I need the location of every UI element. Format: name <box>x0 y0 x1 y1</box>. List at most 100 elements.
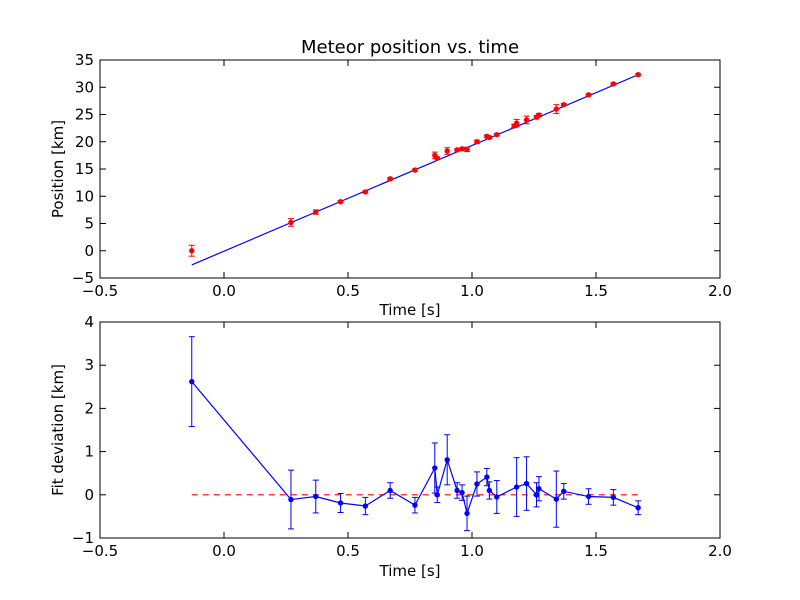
deviation-point <box>411 496 418 514</box>
deviation-point <box>431 442 438 494</box>
bottom-y-tick-label: 0 <box>84 486 94 504</box>
position-point-marker <box>454 147 460 153</box>
position-point <box>473 139 480 145</box>
top-x-tick-label: 1.0 <box>460 282 484 300</box>
position-point <box>337 199 344 205</box>
deviation-point <box>635 500 642 516</box>
top-x-tick-label: 0.5 <box>336 282 360 300</box>
position-point-marker <box>362 189 369 195</box>
bottom-y-tick-label: 4 <box>84 313 94 331</box>
position-point <box>635 72 642 78</box>
position-point <box>444 147 451 155</box>
deviation-point-marker <box>434 492 440 498</box>
top-y-tick-label: 20 <box>75 133 94 151</box>
deviation-point <box>486 481 493 500</box>
deviation-point <box>493 480 500 514</box>
top-x-tick-label: 2.0 <box>708 282 732 300</box>
position-point-marker <box>434 155 440 161</box>
deviation-point <box>387 482 394 499</box>
deviation-point-marker <box>444 457 450 463</box>
deviation-point <box>535 476 542 502</box>
deviation-point-marker <box>464 510 470 517</box>
position-point <box>493 131 500 138</box>
position-point-marker <box>337 199 344 205</box>
deviation-point <box>188 336 195 428</box>
top-x-axis-label: Time [s] <box>379 301 441 319</box>
bottom-y-tick-label: −1 <box>72 529 94 547</box>
position-point-marker <box>610 81 617 87</box>
top-y-tick-label: 30 <box>75 78 94 96</box>
position-point-marker <box>494 131 500 138</box>
deviation-point-marker <box>484 474 490 480</box>
position-point <box>523 115 530 125</box>
position-point-marker <box>288 219 294 226</box>
bottom-x-tick-label: 0.0 <box>212 542 236 560</box>
position-point-marker <box>412 167 418 173</box>
top-chart-marks <box>188 72 642 266</box>
bottom-plot-frame <box>99 321 721 539</box>
bottom-chart-ticks: −0.5 0.0 0.5 1.0 1.5 2.0 −1 0 1 2 3 4 <box>72 313 732 560</box>
top-y-tick-label: 0 <box>84 242 94 260</box>
deviation-point-marker <box>494 494 500 500</box>
bottom-y-tick-label: 3 <box>84 356 94 374</box>
deviation-point-marker <box>412 502 418 508</box>
position-point-marker <box>464 146 470 153</box>
position-point-marker <box>553 106 560 112</box>
deviation-point <box>312 479 319 514</box>
deviation-point <box>560 483 567 500</box>
deviation-point <box>585 488 592 505</box>
top-y-tick-label: 35 <box>75 51 94 69</box>
deviation-point <box>553 470 560 528</box>
bottom-x-tick-label: 1.0 <box>460 542 484 560</box>
bottom-x-axis-label: Time [s] <box>379 562 441 580</box>
bottom-chart-marks <box>188 336 642 532</box>
deviation-point-marker <box>610 494 617 501</box>
deviation-point-marker <box>486 487 493 494</box>
bottom-y-axis-label: Fit deviation [km] <box>49 364 67 496</box>
position-point-marker <box>474 139 480 145</box>
bottom-y-tick-label: 1 <box>84 443 94 461</box>
position-point <box>188 244 195 257</box>
position-point <box>434 155 441 161</box>
position-point-marker <box>313 209 319 215</box>
deviation-point-marker <box>454 487 460 494</box>
position-point-marker <box>459 146 465 152</box>
deviation-point <box>362 496 369 516</box>
deviation-point-marker <box>536 486 542 492</box>
deviation-point-marker <box>189 378 195 385</box>
top-y-tick-label: 25 <box>75 106 94 124</box>
position-point <box>464 146 471 153</box>
position-point-marker <box>513 120 520 126</box>
deviation-point <box>483 467 490 487</box>
position-point-marker <box>585 92 592 98</box>
top-y-axis-label: Position [km] <box>49 120 67 218</box>
bottom-x-tick-label: −0.5 <box>82 542 118 560</box>
position-point-marker <box>635 72 641 78</box>
position-point <box>387 176 394 182</box>
deviation-point <box>523 456 530 511</box>
top-y-tick-label: −5 <box>72 269 94 287</box>
bottom-x-tick-label: 1.5 <box>584 542 608 560</box>
position-point <box>553 104 560 114</box>
bottom-x-tick-label: 2.0 <box>708 542 732 560</box>
position-point <box>535 112 542 118</box>
deviation-point-marker <box>337 500 344 506</box>
top-y-tick-label: 10 <box>75 187 94 205</box>
deviation-point-marker <box>585 493 592 500</box>
top-x-tick-label: 0.0 <box>212 282 236 300</box>
deviation-point-marker <box>459 489 465 496</box>
deviation-point <box>513 457 520 517</box>
top-x-tick-label: −0.5 <box>82 282 118 300</box>
deviation-point-marker <box>387 487 393 494</box>
position-point <box>486 134 493 141</box>
position-point <box>362 189 369 195</box>
deviation-point-marker <box>432 465 438 471</box>
deviation-point-marker <box>288 496 294 503</box>
deviation-point-marker <box>362 503 369 509</box>
bottom-x-tick-label: 0.5 <box>336 542 360 560</box>
position-point-marker <box>444 148 450 154</box>
deviation-series-line <box>191 381 639 516</box>
deviation-point-marker <box>474 481 480 487</box>
position-point <box>411 167 418 173</box>
